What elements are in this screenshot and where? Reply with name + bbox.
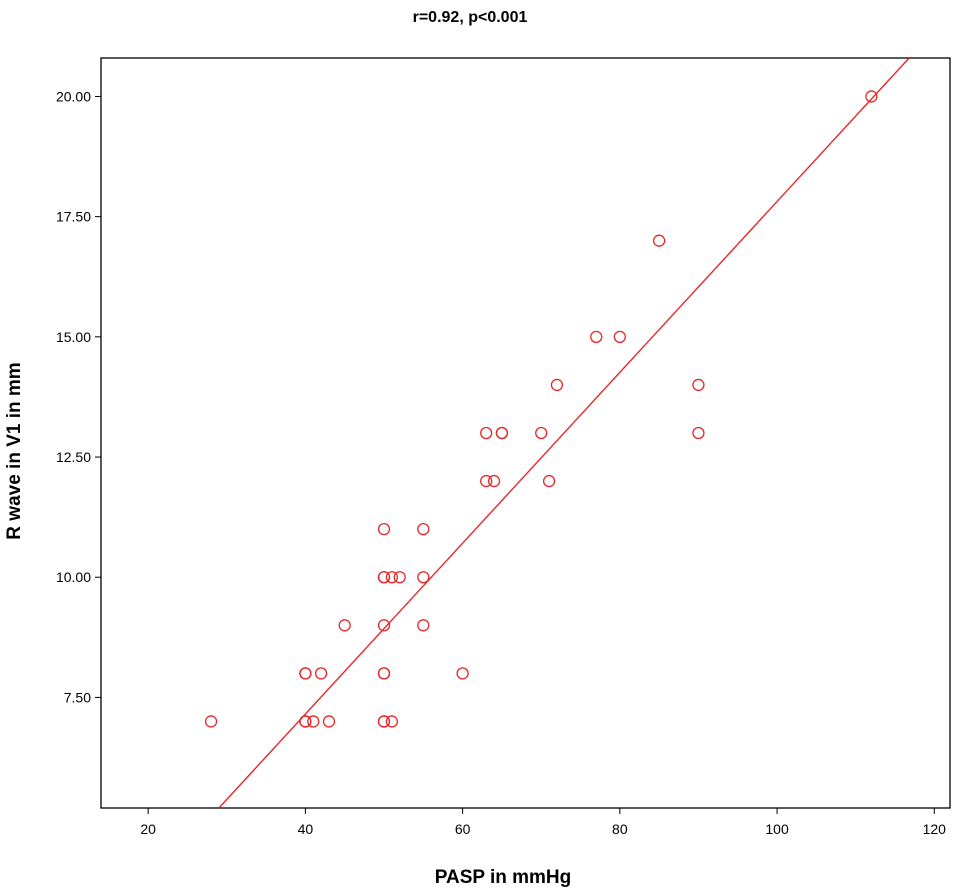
data-point (385, 571, 399, 584)
y-axis-label: R wave in V1 in mm (4, 362, 25, 539)
data-point (542, 474, 556, 488)
data-point (487, 474, 501, 488)
plot-frame (100, 57, 951, 809)
data-point (338, 619, 351, 632)
x-axis-label: PASP in mmHg (435, 867, 572, 888)
data-point (417, 523, 430, 536)
y-tick-label: 17.50 (56, 209, 91, 225)
y-tick-label: 15.00 (56, 329, 91, 345)
data-point (535, 426, 548, 440)
data-point (314, 667, 328, 680)
x-tick-label: 20 (140, 821, 156, 837)
y-tick-label: 7.50 (64, 689, 91, 705)
data-point (377, 523, 391, 536)
data-point (613, 330, 626, 343)
y-tick-label: 12.50 (56, 449, 91, 465)
data-point (377, 715, 391, 728)
data-point (385, 715, 399, 728)
y-tick-label: 20.00 (56, 88, 91, 104)
x-tick-label: 40 (298, 821, 314, 837)
data-point (393, 571, 406, 584)
plot-area: 20 40 60 80 100 120 7.50 10.00 12.50 15.00 17.50 20… (56, 57, 951, 837)
fit-line (218, 57, 910, 809)
data-point (377, 667, 391, 680)
data-point (377, 571, 391, 584)
y-tick-label: 10.00 (56, 569, 91, 585)
data-point (307, 715, 320, 728)
data-point (204, 715, 218, 728)
data-point (652, 234, 666, 247)
chart-title: r=0.92, p<0.001 (413, 9, 528, 26)
data-point (692, 378, 705, 392)
x-tick-label: 100 (765, 821, 789, 837)
data-point (299, 715, 312, 728)
x-tick-label: 60 (455, 821, 471, 837)
data-point (417, 571, 430, 584)
data-point (299, 667, 312, 680)
data-point (590, 330, 603, 343)
data-point (865, 90, 878, 103)
x-tick-label: 80 (612, 821, 628, 837)
data-point (417, 619, 430, 632)
x-tick-label: 120 (923, 821, 947, 837)
data-point (495, 426, 509, 440)
data-point (480, 474, 493, 488)
data-point (377, 619, 391, 632)
data-point (550, 378, 564, 392)
data-point (692, 426, 705, 440)
data-point (322, 715, 336, 728)
data-point (480, 426, 493, 440)
data-point (456, 667, 469, 680)
